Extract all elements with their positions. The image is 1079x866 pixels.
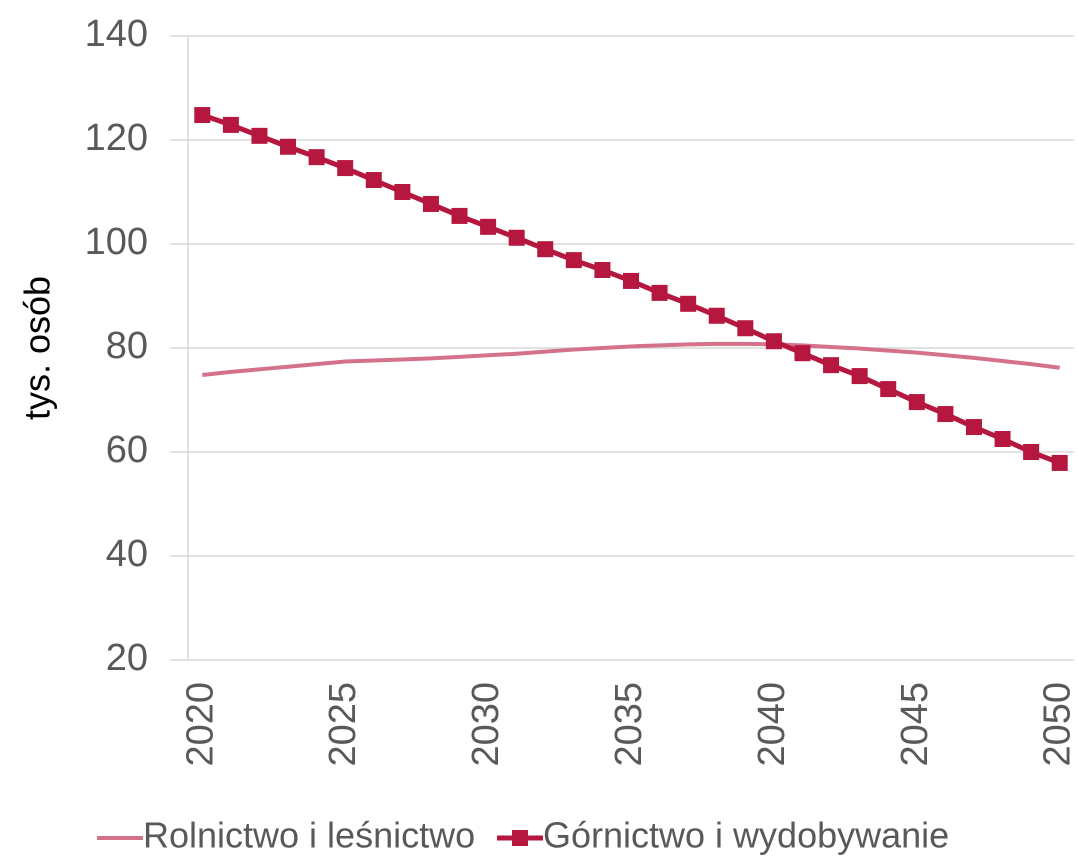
marker xyxy=(422,195,439,212)
marker xyxy=(308,149,325,166)
marker xyxy=(737,320,754,337)
x-tick-label: 2030 xyxy=(465,682,507,767)
series-line xyxy=(202,341,1060,378)
x-tick-label: 2020 xyxy=(179,682,221,767)
marker xyxy=(765,333,782,350)
marker xyxy=(1023,444,1040,460)
x-tick-label: 2035 xyxy=(608,682,650,767)
y-tick-label: 20 xyxy=(106,637,148,679)
marker xyxy=(651,284,668,301)
marker xyxy=(708,307,725,324)
x-tick-label: 2045 xyxy=(894,682,936,767)
marker xyxy=(451,207,468,224)
marker xyxy=(880,381,897,398)
marker xyxy=(394,184,411,200)
marker xyxy=(823,357,840,374)
marker xyxy=(251,127,268,144)
y-tick-label: 100 xyxy=(85,221,148,263)
series-line xyxy=(201,112,1061,466)
y-axis-label: tys. osób xyxy=(17,276,58,420)
marker xyxy=(937,406,954,423)
x-tick-label: 2050 xyxy=(1037,682,1079,767)
marker xyxy=(337,160,354,177)
marker xyxy=(508,229,525,246)
marker xyxy=(365,172,382,189)
marker xyxy=(623,272,639,289)
legend-label: Górnictwo i wydobywanie xyxy=(543,815,949,856)
marker xyxy=(680,295,697,312)
marker xyxy=(537,241,554,258)
marker xyxy=(594,262,611,278)
legend-label: Rolnictwo i leśnictwo xyxy=(143,815,475,856)
marker xyxy=(1051,454,1068,471)
marker xyxy=(480,218,497,235)
y-tick-label: 80 xyxy=(106,325,148,367)
marker xyxy=(222,116,239,133)
marker xyxy=(565,252,582,269)
x-tick-label: 2025 xyxy=(322,682,364,767)
marker xyxy=(908,394,925,411)
y-tick-label: 140 xyxy=(85,13,148,55)
marker xyxy=(994,431,1011,447)
marker xyxy=(280,138,297,155)
y-tick-label: 40 xyxy=(106,533,148,575)
marker xyxy=(194,107,211,124)
marker xyxy=(794,345,811,362)
marker xyxy=(965,419,982,436)
x-tick-label: 2040 xyxy=(751,682,793,767)
legend-marker xyxy=(512,830,528,846)
y-tick-label: 60 xyxy=(106,429,148,471)
y-tick-label: 120 xyxy=(85,117,148,159)
marker xyxy=(851,368,868,385)
